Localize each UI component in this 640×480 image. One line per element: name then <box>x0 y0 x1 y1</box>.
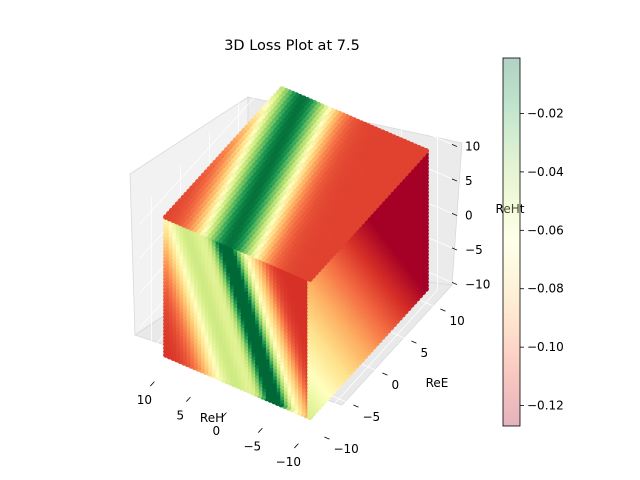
scatter-points <box>163 86 429 420</box>
cube-face-right <box>307 148 429 420</box>
cube-face-front <box>163 214 313 420</box>
chart-title: 3D Loss Plot at 7.5 <box>224 38 360 54</box>
